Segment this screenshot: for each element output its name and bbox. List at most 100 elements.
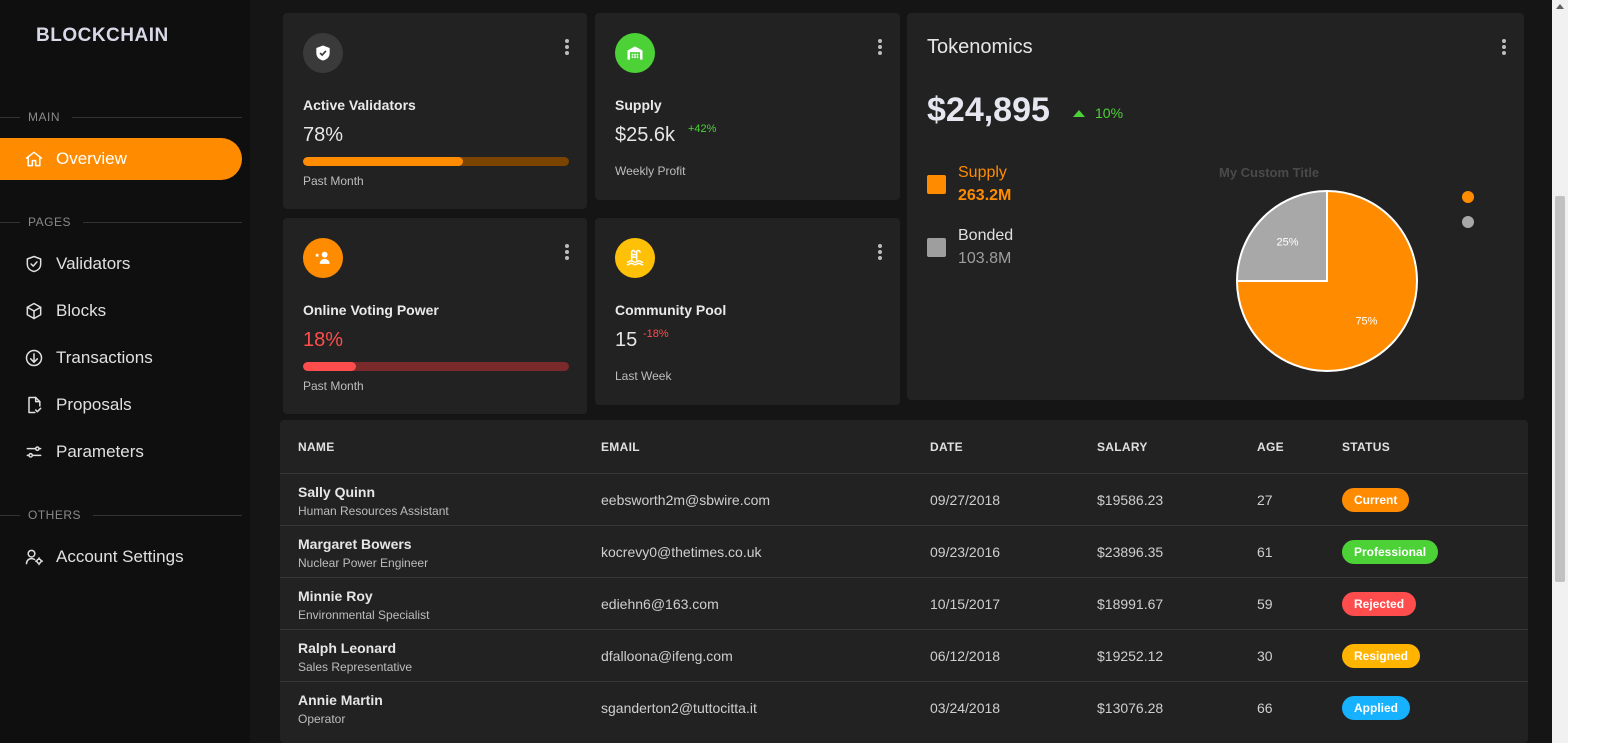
- row-date: 10/15/2017: [930, 596, 1001, 612]
- card-value: 78%: [303, 124, 344, 146]
- row-salary: $23896.35: [1097, 544, 1164, 560]
- row-role: Operator: [298, 712, 346, 726]
- row-date: 06/12/2018: [930, 648, 1001, 664]
- home-icon: [24, 149, 44, 169]
- card-value: 15: [615, 329, 638, 351]
- arrow-up-icon: [1073, 109, 1085, 117]
- row-age: 61: [1257, 544, 1273, 560]
- nav-overview-label: Overview: [56, 149, 127, 168]
- header-email[interactable]: EMAIL: [601, 440, 640, 454]
- vertical-scrollbar[interactable]: [1552, 0, 1568, 743]
- card-title: Community Pool: [615, 302, 727, 318]
- nav-overview[interactable]: Overview: [0, 138, 242, 180]
- header-age[interactable]: AGE: [1257, 440, 1284, 454]
- row-age: 66: [1257, 700, 1273, 716]
- row-name: Sally Quinn: [298, 484, 376, 500]
- table-row[interactable]: Sally Quinn Human Resources Assistant ee…: [280, 473, 1528, 525]
- card-title: Active Validators: [303, 97, 416, 113]
- progress-bar: [303, 157, 569, 166]
- section-pages: PAGES: [0, 215, 242, 229]
- user-star-icon: [303, 238, 343, 278]
- card-delta: +42%: [688, 123, 717, 135]
- row-salary: $13076.28: [1097, 700, 1164, 716]
- nav-proposals[interactable]: Proposals: [0, 384, 242, 426]
- more-options-icon[interactable]: [878, 39, 882, 55]
- card-subtitle: Past Month: [303, 174, 364, 188]
- row-name: Minnie Roy: [298, 588, 373, 604]
- card-subtitle: Last Week: [615, 369, 672, 383]
- nav-account-settings-label: Account Settings: [56, 547, 184, 566]
- card-online-voting-power: Online Voting Power 18% Past Month: [283, 218, 587, 414]
- cube-icon: [24, 301, 44, 321]
- pool-icon: [615, 238, 655, 278]
- section-others: OTHERS: [0, 508, 242, 522]
- progress-bar: [303, 362, 569, 371]
- table-row[interactable]: Margaret Bowers Nuclear Power Engineer k…: [280, 525, 1528, 577]
- row-date: 03/24/2018: [930, 700, 1001, 716]
- legend-label-bonded: Bonded: [958, 227, 1014, 244]
- pie-label-0: 75%: [1355, 315, 1377, 327]
- row-role: Sales Representative: [298, 660, 413, 674]
- legend-value-supply: 263.2M: [958, 187, 1012, 204]
- pie-chart[interactable]: 75% 25%: [1234, 188, 1420, 374]
- sidebar: BLOCKCHAIN MAIN Overview PAGES Validator…: [0, 0, 250, 743]
- more-options-icon[interactable]: [1502, 39, 1506, 55]
- chart-legend-dot-supply[interactable]: [1462, 191, 1474, 203]
- row-email: sganderton2@tuttocitta.it: [601, 700, 757, 716]
- card-title: Supply: [615, 97, 662, 113]
- nav-validators[interactable]: Validators: [0, 243, 242, 285]
- row-salary: $19252.12: [1097, 648, 1164, 664]
- table-row[interactable]: Minnie Roy Environmental Specialist edie…: [280, 577, 1528, 629]
- shield-check-icon: [24, 254, 44, 274]
- card-subtitle: Weekly Profit: [615, 164, 686, 178]
- card-delta: -18%: [643, 328, 669, 340]
- row-name: Annie Martin: [298, 692, 383, 708]
- legend-swatch-supply: [927, 175, 946, 194]
- row-age: 30: [1257, 648, 1273, 664]
- table-row[interactable]: Annie Martin Operator sganderton2@tuttoc…: [280, 681, 1528, 733]
- card-value: 18%: [303, 329, 344, 351]
- nav-blocks-label: Blocks: [56, 301, 107, 320]
- card-active-validators: Active Validators 78% Past Month: [283, 13, 587, 209]
- file-check-icon: [24, 395, 44, 415]
- card-community-pool: Community Pool 15 -18% Last Week: [595, 218, 900, 405]
- brand-logo[interactable]: BLOCKCHAIN: [36, 25, 169, 46]
- nav-blocks[interactable]: Blocks: [0, 290, 242, 332]
- chart-legend-dot-bonded[interactable]: [1462, 216, 1474, 228]
- status-badge: Applied: [1342, 696, 1410, 720]
- pie-slice-1[interactable]: [1235, 189, 1328, 282]
- scroll-up-icon[interactable]: [1556, 4, 1564, 9]
- row-email: dfalloona@ifeng.com: [601, 648, 733, 664]
- more-options-icon[interactable]: [565, 244, 569, 260]
- status-badge: Resigned: [1342, 644, 1421, 668]
- nav-parameters[interactable]: Parameters: [0, 431, 242, 473]
- window-edge: [1568, 0, 1600, 743]
- status-badge: Professional: [1342, 540, 1439, 564]
- nav-transactions[interactable]: Transactions: [0, 337, 242, 379]
- arrow-down-circle-icon: [24, 348, 44, 368]
- more-options-icon[interactable]: [565, 39, 569, 55]
- nav-transactions-label: Transactions: [56, 348, 153, 367]
- row-age: 27: [1257, 492, 1273, 508]
- card-supply: Supply $25.6k +42% Weekly Profit: [595, 13, 900, 200]
- row-email: kocrevy0@thetimes.co.uk: [601, 544, 762, 560]
- tokenomics-title: Tokenomics: [927, 36, 1033, 58]
- row-name: Ralph Leonard: [298, 640, 397, 656]
- header-salary[interactable]: SALARY: [1097, 440, 1148, 454]
- row-email: eebsworth2m@sbwire.com: [601, 492, 771, 508]
- row-age: 59: [1257, 596, 1273, 612]
- nav-parameters-label: Parameters: [56, 442, 144, 461]
- nav-validators-label: Validators: [56, 254, 131, 273]
- employees-table: NAME EMAIL DATE SALARY AGE STATUS Sally …: [280, 420, 1528, 743]
- tokenomics-amount: $24,895: [927, 91, 1050, 129]
- nav-account-settings[interactable]: Account Settings: [0, 536, 242, 578]
- header-date[interactable]: DATE: [930, 440, 963, 454]
- more-options-icon[interactable]: [878, 244, 882, 260]
- header-name[interactable]: NAME: [298, 440, 335, 454]
- scrollbar-thumb[interactable]: [1555, 196, 1565, 582]
- table-row[interactable]: Ralph Leonard Sales Representative dfall…: [280, 629, 1528, 681]
- header-status[interactable]: STATUS: [1342, 440, 1391, 454]
- section-main: MAIN: [0, 110, 242, 124]
- row-salary: $18991.67: [1097, 596, 1164, 612]
- nav-proposals-label: Proposals: [56, 395, 132, 414]
